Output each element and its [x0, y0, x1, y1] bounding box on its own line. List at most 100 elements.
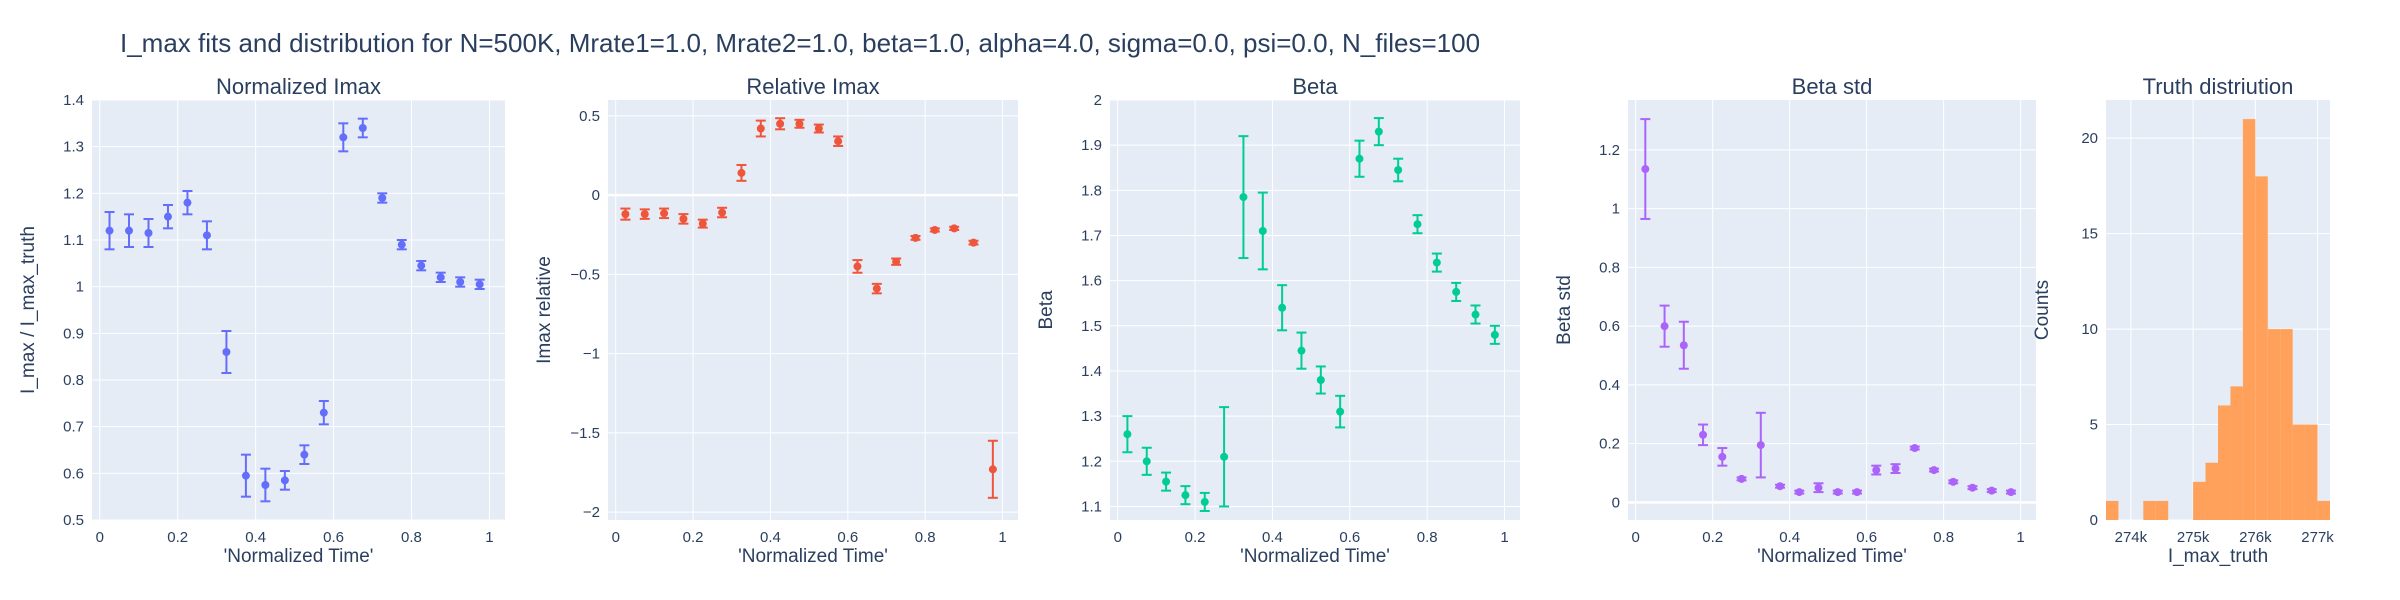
histogram-bar [2218, 405, 2231, 520]
y-tick-label: 0 [1612, 494, 1620, 511]
data-point [1968, 483, 1977, 492]
data-point [853, 262, 862, 271]
y-tick-label: 0.9 [63, 325, 84, 342]
y-tick-label: 1.3 [63, 139, 84, 156]
data-point [1660, 322, 1669, 331]
data-point [930, 225, 939, 234]
figure-suptitle: I_max fits and distribution for N=500K, … [120, 28, 1480, 58]
data-point [417, 261, 426, 270]
x-axis-label: 'Normalized Time' [224, 546, 374, 567]
y-tick-label: 20 [2081, 130, 2098, 147]
plot-area [1110, 100, 1520, 520]
x-tick-label: 0.2 [167, 529, 188, 546]
y-tick-label: 1 [1612, 201, 1620, 218]
data-point [397, 240, 406, 249]
data-point [1278, 303, 1287, 312]
x-tick-label: 1 [2016, 529, 2024, 546]
data-point [1471, 310, 1480, 319]
data-point [950, 224, 959, 233]
data-point [621, 210, 630, 219]
plot-area [608, 100, 1018, 520]
y-tick-label: 1.9 [1081, 137, 1102, 154]
histogram-bar [2193, 481, 2206, 520]
histogram-bar [2317, 500, 2330, 520]
y-tick-label: 0 [2090, 512, 2098, 529]
y-tick-label: 0.6 [1599, 318, 1620, 335]
y-tick-label: 0.2 [1599, 436, 1620, 453]
data-point [1162, 477, 1171, 486]
x-tick-label: 0.8 [1417, 529, 1438, 546]
y-tick-label: −1 [583, 346, 600, 363]
histogram-bar [2155, 500, 2169, 520]
y-tick-label: 1.2 [63, 185, 84, 202]
y-tick-label: 1.5 [1081, 318, 1102, 335]
data-point [892, 257, 901, 266]
data-point [834, 137, 843, 146]
data-point [756, 124, 765, 133]
data-point [1413, 220, 1422, 229]
data-point [718, 208, 727, 217]
panel-title: Normalized Imax [216, 74, 381, 99]
data-point [698, 219, 707, 228]
y-tick-label: 5 [2090, 417, 2098, 434]
data-point [1200, 497, 1209, 506]
x-tick-label: 0.6 [1856, 529, 1877, 546]
histogram-bar [2267, 329, 2281, 520]
data-point [241, 471, 250, 480]
x-axis-label: 'Normalized Time' [1240, 546, 1390, 567]
x-tick-label: 0.6 [837, 529, 858, 546]
y-tick-label: 0.8 [63, 372, 84, 389]
y-tick-label: 15 [2081, 226, 2098, 243]
y-tick-label: 1.7 [1081, 227, 1102, 244]
histogram-bar [2305, 424, 2318, 520]
data-point [1891, 464, 1900, 473]
panel-3: 1.1 1.2 1.3 1.4 1.5 1.6 1.7 1.8 1.9 2 0 0.2 0.4 0.6 0.… [1036, 74, 1520, 567]
data-point [1872, 466, 1881, 475]
data-point [125, 226, 134, 235]
panel-title: Beta std [1792, 74, 1873, 99]
x-tick-label: 0.2 [683, 529, 704, 546]
panel-1: 0.5 0.6 0.7 0.8 0.9 1 1.1 1.2 1.3 1.4 0 0.2 0.4 0.6 0.… [18, 74, 505, 567]
data-point [1814, 483, 1823, 492]
data-point [1853, 488, 1862, 497]
data-point [300, 450, 309, 459]
x-tick-label: 0.8 [915, 529, 936, 546]
y-tick-label: 0.7 [63, 419, 84, 436]
x-tick-label: 276k [2239, 529, 2272, 546]
data-point [1795, 488, 1804, 497]
plot-area [92, 100, 505, 520]
histogram-bar [2242, 119, 2256, 520]
y-tick-label: 0.8 [1599, 259, 1620, 276]
data-point [1737, 474, 1746, 483]
y-axis-label: Counts [2032, 280, 2053, 340]
data-point [163, 212, 172, 221]
histogram-bar [2143, 500, 2156, 520]
data-point [202, 231, 211, 240]
histogram-bar [2106, 500, 2119, 520]
data-point [1394, 166, 1403, 174]
x-tick-label: 0.4 [760, 529, 781, 546]
x-tick-label: 0.2 [1185, 529, 1206, 546]
data-point [872, 284, 881, 293]
data-point [1316, 376, 1325, 384]
y-tick-label: 0.5 [579, 108, 600, 125]
x-tick-label: 0.2 [1702, 529, 1723, 546]
data-point [339, 133, 348, 142]
x-tick-label: 0 [96, 529, 104, 546]
data-point [183, 198, 192, 207]
x-tick-label: 0 [1632, 529, 1640, 546]
data-point [1239, 193, 1248, 202]
x-tick-label: 0.6 [323, 529, 344, 546]
data-point [1258, 226, 1267, 235]
y-axis-label: Beta [1036, 290, 1057, 330]
data-point [222, 348, 231, 356]
data-point [1641, 165, 1650, 174]
x-tick-label: 0.4 [1779, 529, 1800, 546]
y-tick-label: −0.5 [570, 266, 600, 283]
x-tick-label: 0 [1114, 529, 1122, 546]
data-point [105, 226, 114, 235]
x-tick-label: 0.8 [1933, 529, 1954, 546]
y-tick-label: 0 [592, 187, 600, 204]
histogram-bar [2255, 176, 2268, 520]
